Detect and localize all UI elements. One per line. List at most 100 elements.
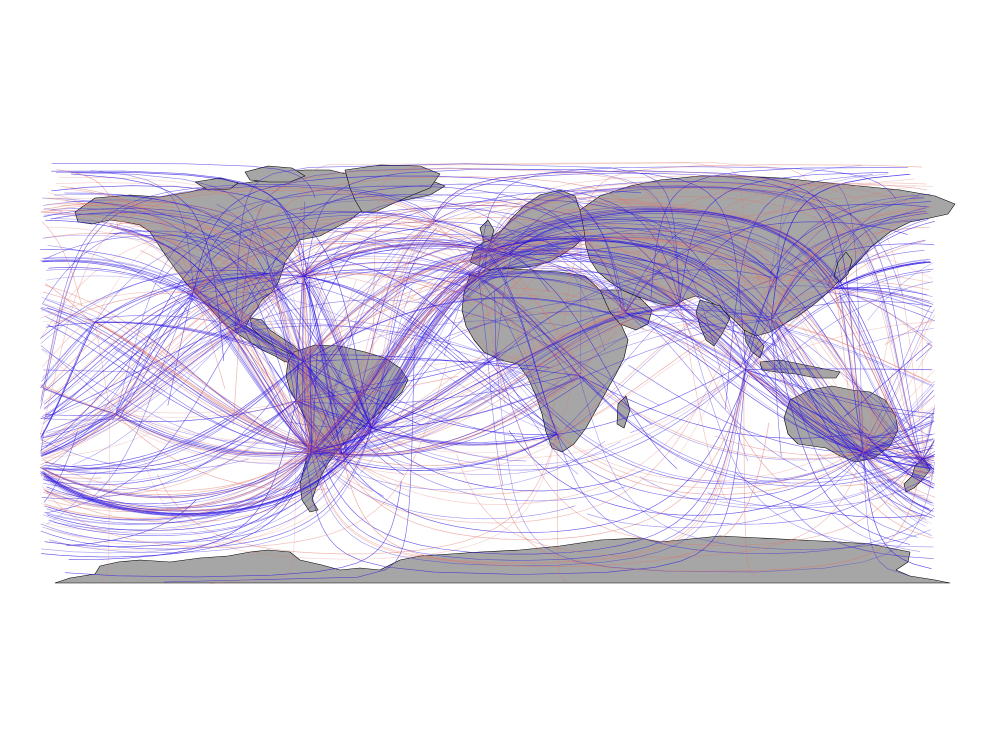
- route-arc: [41, 310, 191, 418]
- route-arc: [187, 297, 304, 362]
- route-arc: [306, 235, 626, 314]
- route-arc: [53, 194, 304, 362]
- route-arc: [44, 451, 312, 521]
- route-arc: [119, 226, 488, 418]
- route-arc: [679, 304, 927, 467]
- route-arc: [478, 261, 867, 437]
- route-arc: [303, 199, 746, 367]
- route-arc: [40, 427, 372, 550]
- route-arc: [829, 511, 921, 552]
- route-arc: [834, 240, 925, 289]
- route-arc: [771, 206, 933, 320]
- route-arc: [507, 251, 680, 306]
- route-arc: [43, 433, 150, 459]
- route-arc: [114, 227, 198, 288]
- route-arc: [771, 319, 820, 368]
- route-arc: [193, 291, 309, 356]
- route-arc: [311, 257, 484, 452]
- route-arc: [863, 423, 933, 453]
- route-arc: [304, 273, 580, 376]
- route-arc: [295, 360, 299, 401]
- route-arc: [863, 394, 935, 453]
- route-arc: [40, 267, 311, 453]
- route-arc: [41, 361, 304, 500]
- route-arc: [207, 302, 312, 452]
- route-arc: [303, 246, 488, 281]
- route-arc: [308, 274, 372, 429]
- route-arc: [626, 277, 777, 308]
- route-arc: [53, 451, 312, 531]
- route-arc: [856, 445, 929, 501]
- route-arc: [495, 357, 560, 430]
- route-arc: [479, 270, 869, 438]
- route-arc: [209, 276, 479, 507]
- route-arc: [556, 434, 860, 489]
- route-arc: [487, 238, 578, 252]
- route-arc: [834, 287, 933, 344]
- route-arc: [94, 321, 348, 457]
- route-arc: [66, 499, 197, 547]
- route-arc: [765, 173, 889, 317]
- route-arc: [433, 217, 788, 488]
- route-arc: [42, 332, 102, 393]
- route-arc: [65, 188, 202, 298]
- route-arc: [87, 211, 304, 277]
- route-arc: [578, 375, 932, 550]
- route-arc: [42, 291, 343, 455]
- route-arc: [118, 409, 372, 444]
- route-arc: [478, 220, 917, 458]
- route-arc: [677, 298, 864, 453]
- route-arc: [65, 480, 402, 578]
- route-arc: [835, 214, 920, 282]
- route-arc: [487, 250, 631, 311]
- route-arc: [302, 361, 320, 459]
- route-arc: [839, 291, 864, 453]
- route-arc: [40, 186, 437, 409]
- route-arc: [556, 288, 831, 435]
- route-arc: [446, 298, 680, 342]
- route-arc: [771, 319, 929, 436]
- route-arc: [42, 291, 194, 404]
- route-arc: [40, 297, 194, 451]
- route-arc: [836, 292, 934, 303]
- route-arc: [745, 320, 770, 370]
- route-arc: [580, 238, 920, 464]
- route-arc: [863, 344, 933, 453]
- route-arc: [40, 456, 308, 498]
- route-arc: [44, 361, 304, 471]
- route-arc: [43, 257, 238, 321]
- route-arc: [41, 348, 312, 452]
- route-arc: [342, 371, 584, 455]
- route-arc: [247, 320, 304, 362]
- route-arc: [109, 273, 270, 409]
- route-arc: [863, 452, 934, 507]
- route-arc: [341, 312, 626, 453]
- route-arc: [508, 213, 836, 284]
- route-arc: [40, 449, 309, 495]
- route-arc: [679, 172, 889, 306]
- route-arc: [45, 451, 312, 510]
- route-arc: [342, 242, 581, 455]
- route-arc: [679, 203, 930, 306]
- route-arc: [136, 431, 343, 464]
- route-arc: [43, 418, 121, 421]
- route-arc: [310, 369, 746, 567]
- route-arc: [478, 276, 573, 381]
- route-arc: [364, 276, 479, 432]
- route-arc: [487, 186, 893, 345]
- route-arc: [856, 457, 929, 524]
- route-arc: [48, 427, 372, 554]
- route-arc: [908, 461, 931, 466]
- route-arc: [47, 324, 312, 452]
- route-arc: [43, 356, 309, 470]
- route-arc: [274, 451, 312, 506]
- route-arc: [311, 315, 632, 452]
- route-arc: [921, 459, 931, 465]
- route-arc: [771, 210, 927, 320]
- route-arc: [512, 253, 864, 453]
- route-arc: [193, 175, 622, 310]
- route-arc: [487, 238, 865, 456]
- route-arc: [115, 281, 301, 415]
- route-arc: [44, 208, 63, 212]
